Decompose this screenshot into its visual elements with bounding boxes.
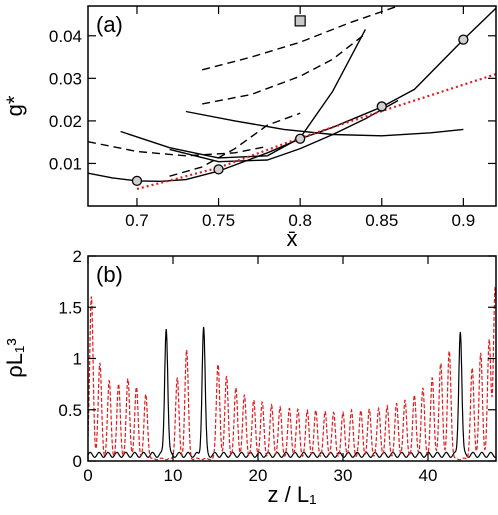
panel-b-ytick-label: 0 [73,452,82,471]
panel-b-label: (b) [96,262,123,287]
panel-a-xtick-label: 0.7 [125,211,149,230]
panel-b: 0 10 20 30 40 0 0.5 1 1.5 2 (b) z / L₁ ρL₁³ [2,247,497,507]
panel-b-series [88,286,496,461]
panel-a-ytick-label: 0.04 [49,27,82,46]
panel-b-xtick-label: 30 [334,466,353,485]
panel-a-series-line-8 [136,73,496,191]
panel-b-xlabel: z / L₁ [268,482,317,507]
panel-a-markers [131,15,469,187]
panel-b-ylabel: ρL₁³ [2,338,27,378]
panel-a-xtick-label: 0.9 [452,211,476,230]
panel-a-series-line-7 [202,6,399,71]
panel-a-series-line-0 [88,7,496,183]
panel-b-xtick-label: 20 [249,466,268,485]
panel-a-series-line-1 [169,99,399,163]
panel-a-series-line-6 [202,33,366,105]
panel-a-xlabel: x̄ [287,226,298,251]
panel-b-ytick-label: 2 [73,247,82,266]
panel-a-series-line-5 [169,112,301,177]
panel-a-series-line-4 [88,141,268,157]
panel-b-ytick-label: 1 [73,350,82,369]
panel-a-series-line-2 [120,29,367,159]
panel-b-series-line-0 [88,326,496,458]
panel-a-marker-circle [213,164,224,175]
panel-a-ticks: 0.7 0.75 0.8 0.85 0.9 0.01 0.02 0.03 0.04 [49,6,496,230]
panel-a-ylabel: g* [2,95,27,116]
panel-a-marker-circle [458,34,469,45]
panel-a-marker-circle [295,133,306,144]
panel-a-frame [87,5,497,207]
panel-a-xtick-label: 0.8 [288,211,312,230]
panel-a-series-line-3 [185,110,464,137]
panel-b-ytick-label: 1.5 [58,298,82,317]
panel-b-ytick-label: 0.5 [58,401,82,420]
panel-a-xtick-label: 0.85 [365,211,398,230]
panel-a-ytick-label: 0.02 [49,112,82,131]
panel-b-series-line-1 [88,286,496,461]
panel-b-xtick-label: 10 [164,466,183,485]
panel-a: 0.7 0.75 0.8 0.85 0.9 0.01 0.02 0.03 0.04 (a) x̄… [2,5,497,251]
panel-a-marker-circle [131,175,143,187]
panel-b-xtick-label: 0 [83,466,92,485]
panel-a-ytick-label: 0.03 [49,69,82,88]
panel-a-xtick-label: 0.75 [202,211,235,230]
panel-a-marker-square [294,15,306,27]
panel-a-ytick-label: 0.01 [49,154,82,173]
panel-b-xtick-label: 40 [419,466,438,485]
panel-a-series [88,6,496,191]
panel-a-marker-circle [376,101,387,112]
panel-b-ticks: 0 10 20 30 40 0 0.5 1 1.5 2 [58,247,496,485]
panel-a-label: (a) [96,12,123,37]
